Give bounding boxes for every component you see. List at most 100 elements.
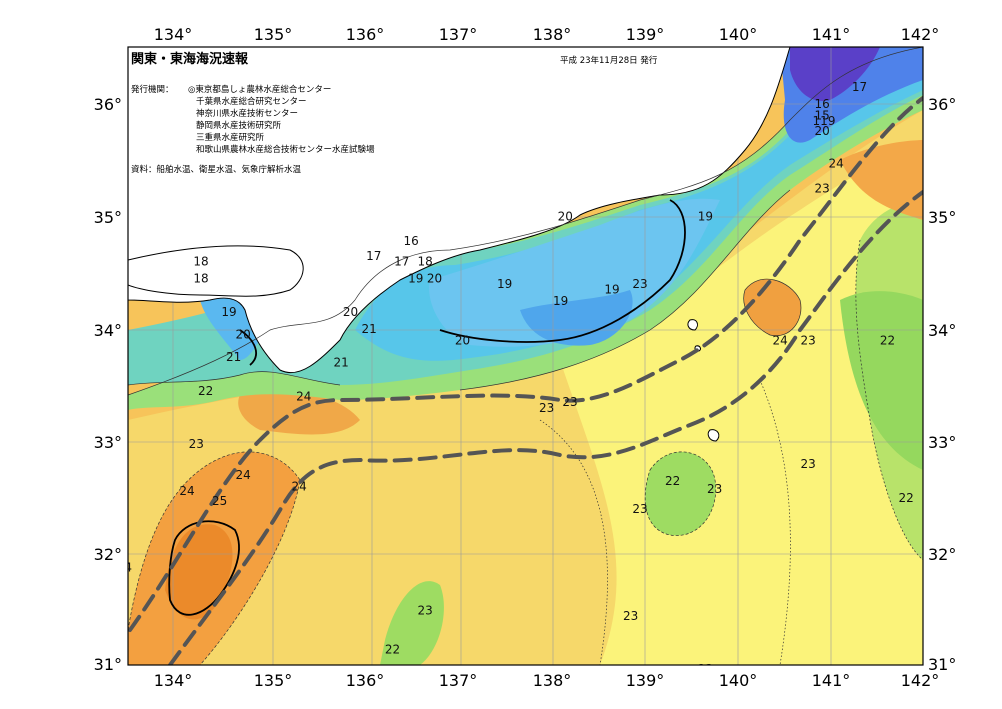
sea-green-patch-mid bbox=[645, 451, 716, 536]
lat-tick-right: 35° bbox=[928, 208, 956, 227]
kuroshio-axis bbox=[128, 96, 923, 665]
isotherm-label: 21 bbox=[361, 322, 376, 336]
isotherm-label: 24 bbox=[772, 333, 787, 347]
isotherm-label: 24 bbox=[235, 468, 250, 482]
island-oshima bbox=[687, 319, 698, 331]
isotherm-label: 22 bbox=[880, 333, 895, 347]
isotherm-label: 17 bbox=[394, 255, 409, 269]
isotherm-label: 22 bbox=[385, 643, 400, 657]
lat-tick-left: 34° bbox=[94, 321, 122, 340]
isotherm-label: 19 bbox=[408, 271, 423, 285]
island-miyake bbox=[707, 429, 720, 442]
isotherm-label: 24 bbox=[179, 484, 194, 498]
isotherm-label: 19 bbox=[698, 210, 713, 224]
lat-tick-left: 31° bbox=[94, 655, 122, 674]
isotherm-lines bbox=[128, 47, 923, 665]
map-frame bbox=[127, 46, 924, 666]
isotherm-label: 23 bbox=[814, 181, 829, 195]
lat-tick-right: 32° bbox=[928, 545, 956, 564]
isotherm-label: 20 bbox=[455, 333, 470, 347]
isotherm-label: 20 bbox=[235, 328, 250, 342]
lon-tick-bottom: 141° bbox=[812, 671, 851, 690]
lon-tick-top: 135° bbox=[254, 25, 293, 44]
lat-tick-left: 33° bbox=[94, 433, 122, 452]
lon-tick-top: 136° bbox=[346, 25, 385, 44]
issuer-2: 千葉県水産総合研究センター bbox=[196, 96, 307, 107]
isotherm-label: 25 bbox=[212, 494, 227, 508]
sea-bay-19 bbox=[429, 198, 720, 347]
isotherm-label: 18 bbox=[418, 255, 433, 269]
isotherm-label: 20 bbox=[343, 305, 358, 319]
sea-bay-deep bbox=[520, 290, 633, 346]
isotherm-label: 17 bbox=[366, 249, 381, 263]
isotherm-label: 24 bbox=[296, 390, 311, 404]
issuer-6: 和歌山県農林水産総合技術センター水産試験場 bbox=[196, 144, 375, 155]
isotherm-label: 23 bbox=[418, 603, 433, 617]
sea-25-core bbox=[165, 524, 233, 620]
lon-tick-bottom: 136° bbox=[346, 671, 385, 690]
data-source: 資料：船舶水温、衛星水温、気象庁解析水温 bbox=[131, 164, 302, 175]
lon-tick-bottom: 142° bbox=[901, 671, 940, 690]
isotherm-label: 18 bbox=[193, 271, 208, 285]
isotherm-label: 23 bbox=[623, 609, 638, 623]
isotherm-label: 18 bbox=[193, 255, 208, 269]
lat-tick-right: 34° bbox=[928, 321, 956, 340]
lat-tick-left: 35° bbox=[94, 208, 122, 227]
issuers-label: 発行機関： bbox=[131, 84, 174, 95]
isotherm-label: 23 bbox=[800, 457, 815, 471]
map-title: 関東・東海海況速報 bbox=[131, 51, 249, 67]
isotherm-label: 23 bbox=[539, 401, 554, 415]
isotherm-label: 15 bbox=[814, 108, 829, 122]
lon-tick-bottom: 139° bbox=[626, 671, 665, 690]
land-shikoku bbox=[128, 245, 304, 297]
isotherm-label: 23 bbox=[189, 437, 204, 451]
isotherm-label: 22 bbox=[665, 474, 680, 488]
isotherm-label: 119 bbox=[813, 114, 836, 128]
lon-tick-bottom: 137° bbox=[439, 671, 478, 690]
lon-tick-top: 141° bbox=[812, 25, 851, 44]
isotherm-label: 24 bbox=[291, 480, 306, 494]
isotherm-label: 19 bbox=[553, 294, 568, 308]
issuer-5: 三重県水産研究所 bbox=[196, 132, 265, 143]
issue-date: 平成 23年11月28日 発行 bbox=[560, 55, 658, 66]
lon-ticks-bottom: 134° 135° 136° 137° 138° 139° 140° 141° … bbox=[154, 671, 940, 690]
isotherm-label: 16 bbox=[404, 234, 419, 248]
issuer-1: ◎東京都島しょ農林水産総合センター bbox=[188, 84, 331, 95]
sea-green-patch-south bbox=[380, 581, 444, 665]
isotherm-label: 19 bbox=[221, 305, 236, 319]
isotherm-label: 16 bbox=[814, 97, 829, 111]
isotherm-label: 19 bbox=[497, 277, 512, 291]
lat-tick-right: 36° bbox=[928, 95, 956, 114]
isotherm-label: 22 bbox=[198, 384, 213, 398]
lat-tick-left: 32° bbox=[94, 545, 122, 564]
isotherm-label: 19 bbox=[604, 283, 619, 297]
sea-15-northeast bbox=[790, 47, 880, 101]
isotherm-label: 23 bbox=[707, 482, 722, 496]
lat-tick-right: 33° bbox=[928, 433, 956, 452]
lon-tick-bottom: 140° bbox=[719, 671, 758, 690]
isotherm-label: 20 bbox=[814, 124, 829, 138]
lon-tick-top: 137° bbox=[439, 25, 478, 44]
isotherm-label: 21 bbox=[226, 350, 241, 364]
isotherm-label: 23 bbox=[632, 502, 647, 516]
lon-tick-bottom: 135° bbox=[254, 671, 293, 690]
isotherm-label: 4 bbox=[124, 561, 132, 575]
lat-ticks-left: 36° 35° 34° 33° 32° 31° bbox=[94, 95, 122, 674]
lon-tick-bottom: 138° bbox=[533, 671, 572, 690]
isotherm-label: 23 bbox=[562, 395, 577, 409]
isotherm-label: 23 bbox=[800, 333, 815, 347]
lon-tick-top: 138° bbox=[533, 25, 572, 44]
lon-tick-top: 140° bbox=[719, 25, 758, 44]
lon-tick-bottom: 134° bbox=[154, 671, 193, 690]
lon-tick-top: 134° bbox=[154, 25, 193, 44]
lon-tick-top: 139° bbox=[626, 25, 665, 44]
lat-ticks-right: 36° 35° 34° 33° 32° 31° bbox=[928, 95, 956, 674]
issuer-3: 神奈川県水産技術センター bbox=[196, 108, 298, 119]
isotherm-label: 17 bbox=[852, 80, 867, 94]
lon-ticks-top: 134° 135° 136° 137° 138° 139° 140° 141° … bbox=[154, 25, 940, 44]
land-honshu bbox=[128, 47, 791, 374]
lon-tick-top: 142° bbox=[901, 25, 940, 44]
